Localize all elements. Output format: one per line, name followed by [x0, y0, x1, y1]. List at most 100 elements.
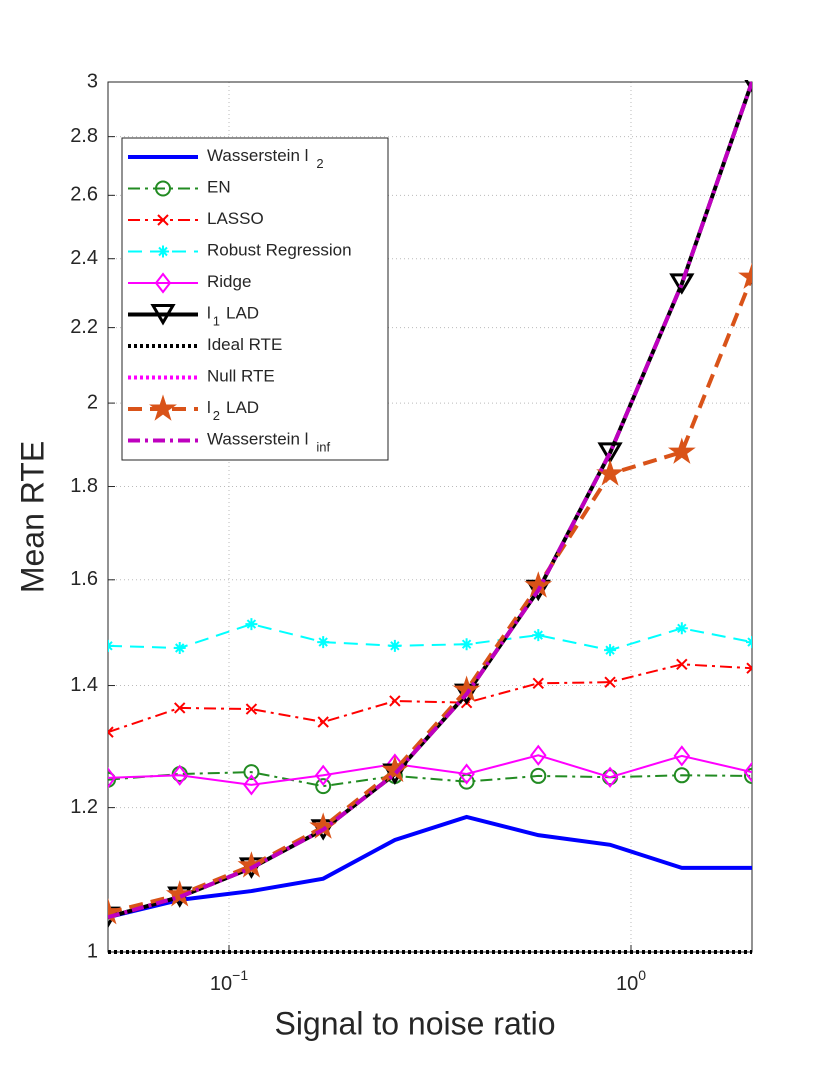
plot-area: [108, 80, 752, 954]
marker: [744, 767, 752, 784]
marker: [604, 676, 616, 688]
x-tick-exponent: −1: [232, 967, 248, 983]
marker: [743, 761, 752, 783]
legend-label: Ideal RTE: [207, 335, 282, 354]
y-tick-label: 3: [87, 70, 98, 92]
plot-frame: [107, 81, 753, 953]
series-line: [108, 771, 752, 788]
marker: [317, 636, 330, 649]
legend-name: l: [207, 304, 211, 323]
legend-name: Ideal RTE: [207, 335, 282, 354]
legend-name: LASSO: [207, 209, 264, 228]
legend-label: l 2 LAD: [207, 398, 259, 423]
marker: [243, 774, 260, 796]
x-tick-label: 100: [616, 967, 646, 996]
marker: [149, 394, 177, 421]
marker: [530, 767, 547, 784]
marker: [389, 695, 401, 707]
series-line: [108, 814, 752, 920]
legend-label: LASSO: [207, 209, 264, 228]
marker: [245, 618, 258, 631]
marker: [174, 702, 186, 714]
marker: [171, 764, 188, 786]
legend-sub: inf: [316, 440, 330, 455]
legend-label: l 1 LAD: [207, 304, 259, 329]
marker: [237, 851, 266, 878]
marker: [676, 658, 688, 671]
legend-sub: 2: [213, 408, 220, 423]
y-tick-label: 1: [87, 940, 98, 962]
marker: [155, 180, 171, 197]
x-axis-label: Signal to noise ratio: [274, 1005, 555, 1041]
series-line: [108, 276, 752, 915]
x-tick-base: 10: [210, 973, 232, 995]
y-tick-label: 1.4: [70, 674, 98, 696]
legend-name: EN: [207, 178, 231, 197]
x-tick-label: 10−1: [210, 967, 248, 996]
legend-label: Null RTE: [207, 367, 275, 386]
marker: [673, 767, 690, 784]
legend-name: Robust Regression: [207, 241, 352, 260]
marker: [243, 764, 260, 781]
legend-label: Wasserstein l 2: [207, 146, 324, 171]
marker: [604, 644, 617, 657]
y-tick-label: 2.2: [70, 316, 98, 338]
marker: [738, 262, 752, 289]
marker: [667, 437, 696, 464]
y-tick-label: 2.4: [70, 247, 98, 269]
marker: [744, 80, 752, 93]
legend-label: Ridge: [207, 272, 251, 291]
marker: [675, 622, 688, 635]
series-line: [108, 754, 752, 786]
marker: [597, 442, 623, 464]
marker: [669, 273, 695, 295]
marker: [150, 304, 176, 326]
marker: [460, 638, 473, 651]
legend-name: Null RTE: [207, 367, 275, 386]
series-line: [108, 663, 752, 734]
legend-sub: 1: [213, 314, 220, 329]
legend-name: Wasserstein l: [207, 146, 308, 165]
legend-name: l: [207, 398, 211, 417]
y-tick-label: 2: [87, 391, 98, 413]
marker: [601, 766, 619, 788]
marker: [245, 703, 258, 715]
marker: [673, 745, 691, 767]
legend-name: Ridge: [207, 272, 251, 291]
legend-name: Wasserstein l: [207, 430, 308, 449]
marker: [317, 716, 329, 728]
marker: [108, 771, 116, 788]
y-axis-label: Mean RTE: [14, 441, 50, 593]
x-tick-exponent: 0: [638, 967, 646, 983]
marker: [532, 677, 544, 689]
legend-label: Wasserstein l inf: [207, 430, 331, 455]
y-tick-label: 1.8: [70, 475, 98, 497]
marker: [315, 778, 332, 795]
marker: [157, 214, 169, 226]
legend-suffix: LAD: [226, 304, 259, 323]
marker: [532, 629, 545, 642]
marker: [165, 880, 194, 907]
y-tick-label: 2.6: [70, 184, 98, 206]
marker: [314, 764, 332, 786]
marker: [458, 763, 475, 785]
series-line: [108, 81, 752, 920]
marker: [157, 245, 169, 258]
marker: [108, 767, 117, 789]
y-tick-label: 1.6: [70, 568, 98, 590]
marker: [154, 272, 172, 294]
marker: [746, 662, 752, 674]
legend-label: Robust Regression: [207, 241, 352, 260]
marker: [388, 639, 401, 652]
x-tick-base: 10: [616, 973, 638, 995]
legend-suffix: LAD: [226, 398, 259, 417]
y-tick-label: 1.2: [70, 796, 98, 818]
legend: Wasserstein l 2 EN LASSO Robust Regression Ri…: [121, 137, 389, 461]
marker: [173, 641, 186, 654]
y-tick-label: 2.8: [70, 125, 98, 147]
legend-label: EN: [207, 178, 231, 197]
legend-sub: 2: [316, 156, 323, 171]
marker: [530, 744, 547, 766]
marker: [108, 726, 114, 738]
